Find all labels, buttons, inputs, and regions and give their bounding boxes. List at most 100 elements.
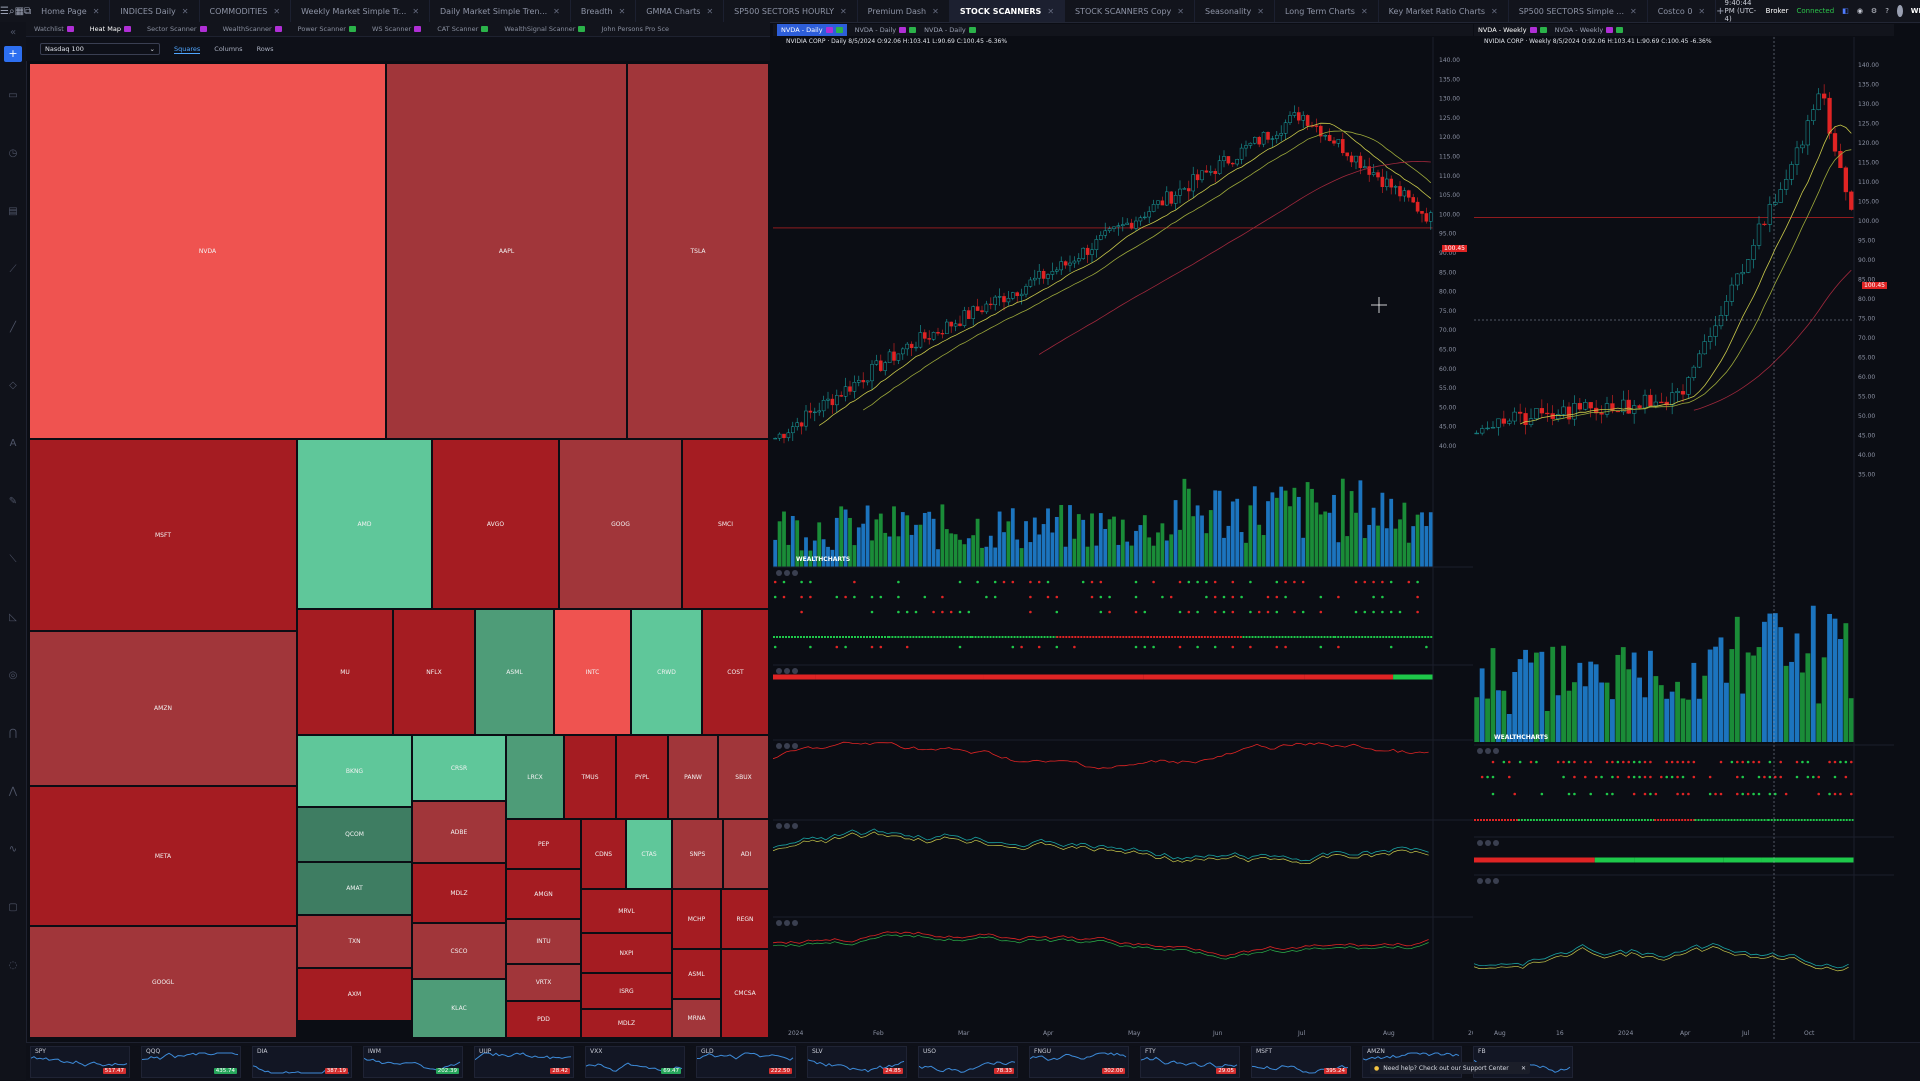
heatmap-cell[interactable]: MU: [297, 609, 393, 735]
heatmap-cell[interactable]: TXN: [297, 915, 412, 968]
heatmap-cell[interactable]: CMCSA: [721, 949, 769, 1038]
heatmap-cell[interactable]: AMAT: [297, 862, 412, 915]
measure-icon[interactable]: ◺: [9, 611, 17, 623]
workspace-tab[interactable]: INDICES Daily ✕: [110, 0, 200, 22]
workspace-tab[interactable]: Breadth ✕: [571, 0, 637, 22]
tab-nvda-daily-1[interactable]: NVDA - Daily: [777, 24, 847, 36]
heatmap-cell[interactable]: VRTX: [506, 964, 581, 1001]
heatmap-cell[interactable]: AVGO: [432, 439, 559, 609]
heatmap-cell[interactable]: QCOM: [297, 807, 412, 862]
broker-button[interactable]: Broker: [1765, 7, 1789, 15]
workspace-tab[interactable]: Seasonality ✕: [1195, 0, 1275, 22]
tab-nvda-daily-2[interactable]: NVDA - Daily: [855, 26, 917, 34]
scanner-tab[interactable]: WealthScanner: [215, 25, 290, 33]
scanner-tab[interactable]: Heat Map: [82, 25, 139, 33]
help-icon[interactable]: ?: [1885, 7, 1889, 15]
close-tab-icon[interactable]: ✕: [273, 6, 281, 16]
heatmap-cell[interactable]: NXPI: [581, 933, 672, 973]
workspace-tab[interactable]: Key Market Ratio Charts ✕: [1379, 0, 1509, 22]
mode-rows[interactable]: Rows: [256, 45, 274, 53]
close-tab-icon[interactable]: ✕: [1257, 6, 1264, 16]
heatmap-cell[interactable]: PEP: [506, 819, 581, 869]
scanner-tab[interactable]: Watchlist: [26, 25, 82, 33]
scanner-tab[interactable]: Sector Scanner: [139, 25, 215, 33]
heatmap-cell[interactable]: MDLZ: [412, 863, 506, 923]
heatmap-cell[interactable]: INTU: [506, 919, 581, 964]
close-tab-icon[interactable]: ✕: [839, 6, 847, 16]
text-icon[interactable]: A: [9, 437, 17, 449]
heatmap-cell[interactable]: PANW: [668, 735, 718, 819]
watchlist-card[interactable]: IWM 202.39: [363, 1046, 463, 1078]
pattern-icon[interactable]: ⋀: [8, 785, 18, 797]
heatmap-cell[interactable]: ASML: [672, 949, 721, 999]
scanner-tab[interactable]: John Persons Pro Sce: [593, 25, 677, 33]
ruler-icon[interactable]: ⟍: [9, 553, 17, 565]
close-tab-icon[interactable]: ✕: [1047, 6, 1055, 16]
workspace-tab[interactable]: STOCK SCANNERS ✕: [949, 0, 1066, 22]
line-icon[interactable]: ╱: [9, 321, 17, 333]
magnet-icon[interactable]: ⋂: [8, 727, 18, 739]
search-icon[interactable]: ⌕: [8, 5, 15, 17]
mode-columns[interactable]: Columns: [214, 45, 243, 53]
pencil-icon[interactable]: ✎: [8, 495, 18, 507]
workspace-tab[interactable]: Costco 0 ✕: [1648, 0, 1717, 22]
heatmap-cell[interactable]: REGN: [721, 889, 769, 949]
heatmap-cell[interactable]: MRVL: [581, 889, 672, 933]
close-tab-icon[interactable]: ✕: [706, 6, 714, 16]
close-tab-icon[interactable]: ✕: [1491, 6, 1498, 16]
trend-icon[interactable]: ⟋: [9, 263, 17, 275]
heatmap-cell[interactable]: GOOGL: [29, 926, 297, 1038]
heatmap-cell[interactable]: ISRG: [581, 973, 672, 1009]
heatmap-cell[interactable]: AMD: [297, 439, 432, 609]
heatmap-cell[interactable]: TSLA: [627, 63, 769, 439]
heatmap-cell[interactable]: INTC: [554, 609, 631, 735]
tab-nvda-weekly-1[interactable]: NVDA - Weekly: [1478, 26, 1547, 34]
heatmap-cell[interactable]: MDLZ: [581, 1009, 672, 1038]
close-tab-icon[interactable]: ✕: [1360, 6, 1368, 16]
shape-icon[interactable]: ◇: [9, 379, 17, 391]
add-icon[interactable]: +: [0, 42, 26, 66]
tab-nvda-daily-3[interactable]: NVDA - Daily: [924, 26, 976, 34]
close-tab-icon[interactable]: ✕: [181, 6, 189, 16]
workspace-tab[interactable]: Daily Market Simple Tren... ✕: [430, 0, 571, 22]
watchlist-card[interactable]: USO 78.33: [918, 1046, 1018, 1078]
heatmap-cell[interactable]: MCHP: [672, 889, 721, 949]
close-tab-icon[interactable]: ✕: [932, 6, 939, 16]
close-tab-icon[interactable]: ✕: [618, 6, 626, 16]
heatmap-cell[interactable]: CRWD: [631, 609, 702, 735]
heatmap-cell[interactable]: BKNG: [297, 735, 412, 807]
heatmap-cell[interactable]: SBUX: [718, 735, 769, 819]
heatmap-cell[interactable]: CTAS: [626, 819, 672, 889]
heatmap-cell[interactable]: CSCO: [412, 923, 506, 979]
alert-icon[interactable]: ◉: [1856, 7, 1863, 15]
mode-squares[interactable]: Squares: [174, 44, 201, 54]
support-banner[interactable]: ● Need help? Check out our Support Cente…: [1370, 1062, 1530, 1074]
index-select[interactable]: Nasdaq 100 ⌄: [40, 43, 160, 55]
heatmap-cell[interactable]: SMCI: [682, 439, 769, 609]
workspace-icon[interactable]: ⧉: [24, 5, 32, 17]
scanner-tab[interactable]: CAT Scanner: [429, 25, 496, 33]
bookmark-icon[interactable]: ◧: [1842, 7, 1849, 15]
heatmap-cell[interactable]: MSFT: [29, 439, 297, 631]
workspace-tab[interactable]: COMMODITIES ✕: [200, 0, 292, 22]
watchlist-card[interactable]: MSFT 395.24: [1251, 1046, 1351, 1078]
gear-icon[interactable]: ⚙: [1870, 7, 1878, 15]
close-tab-icon[interactable]: ✕: [1177, 6, 1184, 16]
close-tab-icon[interactable]: ✕: [412, 6, 420, 16]
scanner-tab[interactable]: WS Scanner: [364, 25, 429, 33]
collapse-icon[interactable]: «: [9, 26, 17, 38]
menu-icon[interactable]: ☰: [0, 5, 9, 17]
watchlist-card[interactable]: FTY 29.05: [1140, 1046, 1240, 1078]
folder-icon[interactable]: ▭: [8, 89, 18, 101]
workspace-tab[interactable]: STOCK SCANNERS Copy ✕: [1065, 0, 1195, 22]
close-tab-icon[interactable]: ✕: [553, 6, 560, 16]
heatmap-cell[interactable]: LRCX: [506, 735, 564, 819]
heatmap-cell[interactable]: AXM: [297, 968, 412, 1021]
workspace-tab[interactable]: Weekly Market Simple Tr... ✕: [291, 0, 431, 22]
trash-icon[interactable]: ◌: [8, 959, 18, 971]
heatmap-cell[interactable]: NFLX: [393, 609, 475, 735]
workspace-tab[interactable]: Long Term Charts ✕: [1275, 0, 1379, 22]
clock-icon[interactable]: ◷: [8, 147, 18, 159]
heatmap-cell[interactable]: AMZN: [29, 631, 297, 786]
heatmap-cell[interactable]: MRNA: [672, 999, 721, 1038]
